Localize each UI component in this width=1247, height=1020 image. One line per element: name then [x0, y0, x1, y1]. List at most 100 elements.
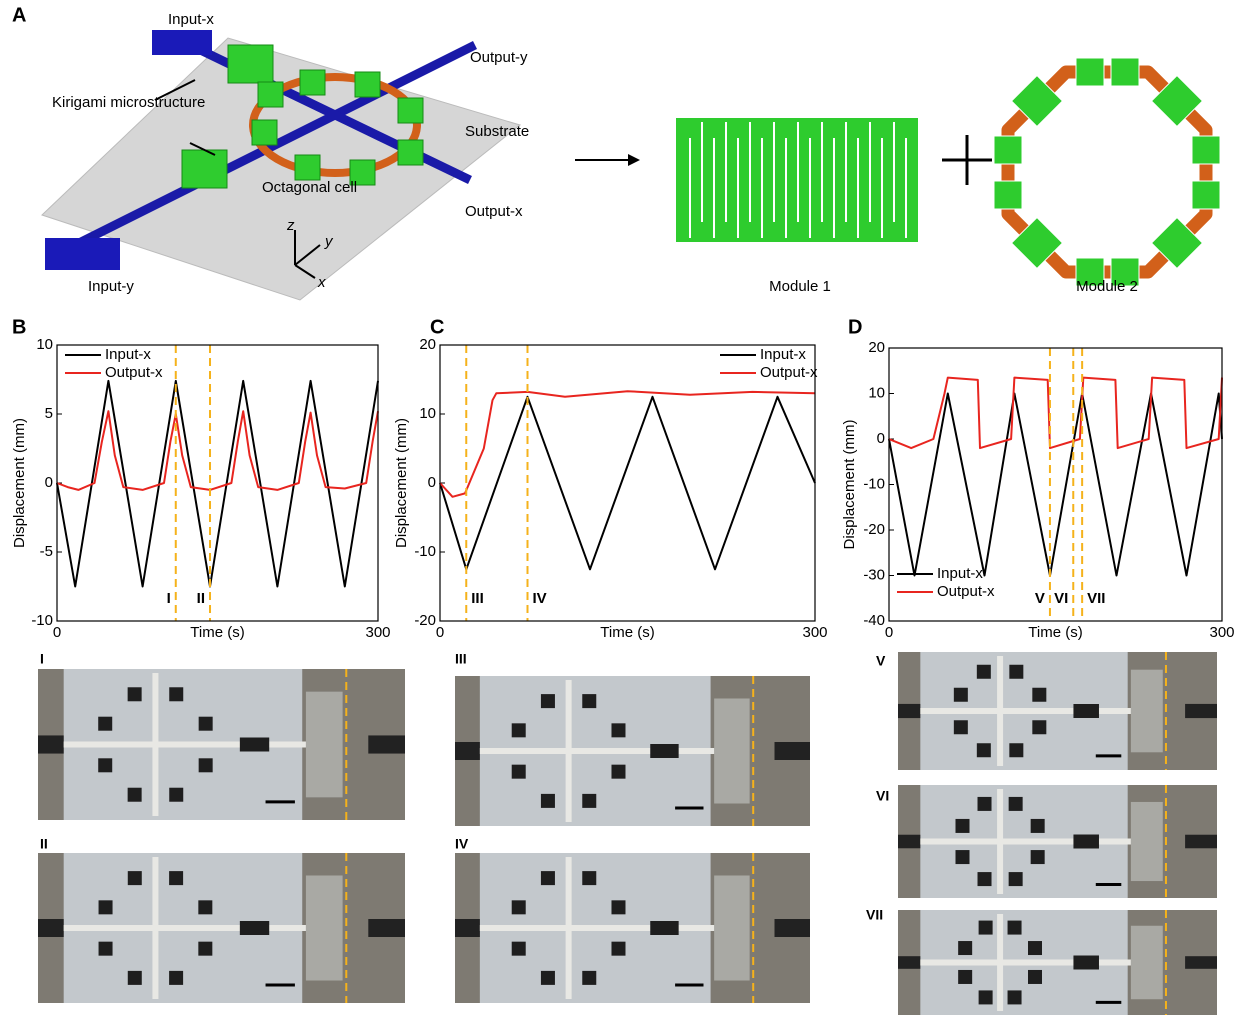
spring	[954, 688, 968, 702]
y-tick-label: 0	[428, 474, 436, 491]
bar	[1185, 956, 1217, 969]
spring	[1028, 970, 1042, 984]
spring	[611, 942, 625, 956]
spring	[1073, 704, 1099, 718]
schematic-label: Input-y	[88, 278, 134, 295]
panel-label: C	[430, 316, 444, 338]
spring	[650, 744, 678, 758]
y-tick-label: 0	[45, 474, 53, 491]
x-tick-label: 0	[885, 624, 893, 641]
spring	[1009, 872, 1023, 886]
spring	[1032, 688, 1046, 702]
spring	[1008, 921, 1022, 935]
spring	[611, 723, 625, 737]
photo-label: VII	[866, 907, 883, 923]
spring	[1009, 743, 1023, 757]
spring	[1009, 665, 1023, 679]
y-tick-label: -5	[40, 543, 53, 560]
marker-label: III	[471, 590, 484, 607]
figure: A B C D Input-x Output-y Kirigami	[0, 0, 1247, 1020]
spring	[1073, 956, 1099, 970]
spring	[240, 738, 269, 752]
x-tick-label: 300	[365, 624, 390, 641]
spring	[512, 900, 526, 914]
bar	[898, 704, 920, 718]
spring	[198, 942, 212, 956]
y-tick-label: 10	[419, 405, 436, 422]
plot-frame	[57, 345, 378, 621]
block	[1192, 136, 1220, 164]
schematic-label: Output-x	[465, 203, 523, 220]
spring	[240, 921, 269, 935]
spring	[541, 794, 555, 808]
x-tick-label: 0	[53, 624, 61, 641]
clamp	[306, 692, 343, 798]
y-tick-label: -10	[414, 543, 436, 560]
clamp	[714, 699, 750, 804]
schematic-label: Input-x	[168, 11, 214, 28]
spring	[955, 819, 969, 833]
panel-label: D	[848, 316, 862, 338]
bar	[898, 835, 920, 849]
x-tick-label: 0	[436, 624, 444, 641]
spring	[99, 942, 113, 956]
photo	[455, 676, 810, 826]
block	[994, 136, 1022, 164]
marker-label: IV	[533, 590, 547, 607]
photo	[898, 910, 1217, 1015]
spring	[99, 900, 113, 914]
clamp	[1131, 670, 1163, 753]
series-line	[440, 391, 815, 497]
y-axis-title: Displacement (mm)	[11, 418, 28, 548]
spring	[98, 758, 112, 772]
schematic: Input-x Output-y Kirigami microstructure…	[42, 11, 1220, 300]
spring	[169, 871, 183, 885]
legend-label: Input-x	[937, 565, 983, 582]
bar	[38, 735, 64, 753]
spring	[512, 765, 526, 779]
photo-label: IV	[455, 836, 469, 852]
spring	[1028, 941, 1042, 955]
spring	[541, 971, 555, 985]
y-tick-label: 20	[419, 336, 436, 353]
module-2-blocks	[994, 58, 1220, 286]
series-line	[57, 411, 378, 490]
bar	[368, 735, 405, 753]
spring	[582, 694, 596, 708]
marker-label: VII	[1087, 590, 1105, 607]
block	[1076, 58, 1104, 86]
block	[994, 181, 1022, 209]
photo	[38, 669, 405, 820]
y-tick-label: -20	[863, 521, 885, 538]
legend-label: Output-x	[760, 364, 818, 381]
x-axis-title: Time (s)	[190, 624, 244, 641]
spring	[650, 921, 678, 935]
spring	[1031, 850, 1045, 864]
spring	[128, 871, 142, 885]
spring	[582, 794, 596, 808]
photo-label: II	[40, 836, 48, 852]
photo	[898, 652, 1217, 770]
y-axis-title: Displacement (mm)	[841, 419, 858, 549]
schematic-label: Octagonal cell	[262, 179, 357, 196]
module-label: Module 2	[1076, 278, 1138, 295]
spring	[611, 900, 625, 914]
axis-letter: x	[317, 274, 326, 291]
spring	[128, 971, 142, 985]
spring	[541, 871, 555, 885]
block	[1192, 181, 1220, 209]
spring	[958, 970, 972, 984]
spring	[199, 758, 213, 772]
spring	[977, 743, 991, 757]
photo	[898, 785, 1217, 898]
spring	[512, 942, 526, 956]
series-line	[889, 394, 1222, 576]
module-label: Module 1	[769, 278, 831, 295]
marker-label: I	[167, 590, 171, 607]
spring	[512, 723, 526, 737]
legend-label: Output-x	[105, 364, 163, 381]
legend-label: Output-x	[937, 583, 995, 600]
y-tick-label: -40	[863, 612, 885, 629]
